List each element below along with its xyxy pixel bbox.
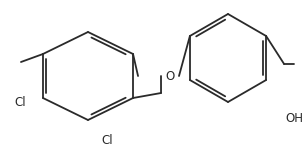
Text: Cl: Cl xyxy=(101,134,113,147)
Text: OH: OH xyxy=(285,112,303,124)
Text: Cl: Cl xyxy=(14,95,26,109)
Text: O: O xyxy=(165,69,175,83)
